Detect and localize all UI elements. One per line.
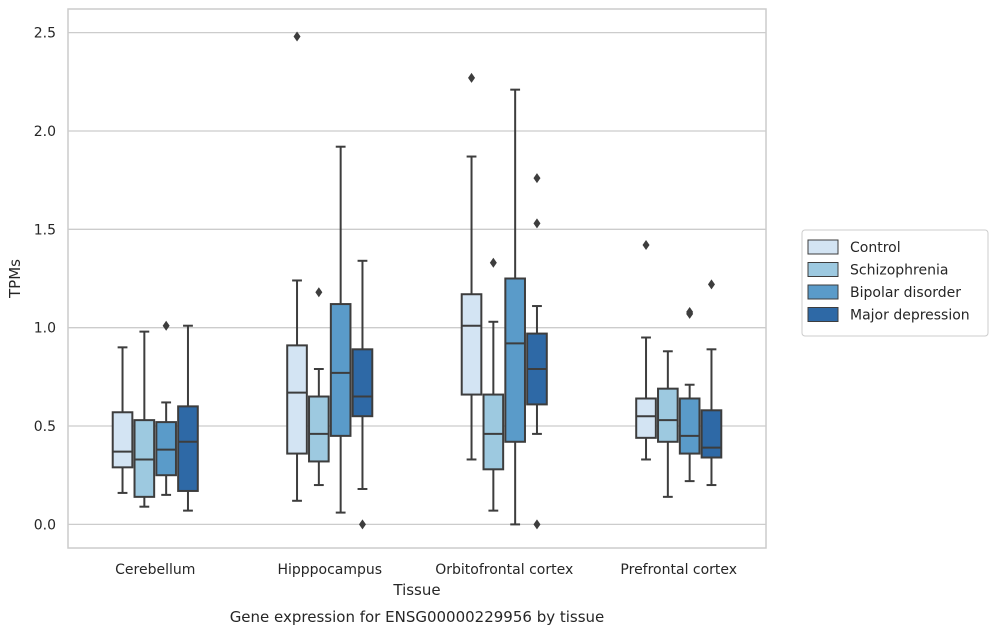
x-tick-label: Cerebellum bbox=[115, 562, 195, 578]
x-axis-label: Tissue bbox=[392, 581, 440, 599]
legend-label: Bipolar disorder bbox=[850, 285, 961, 301]
iqr-box bbox=[111, 411, 134, 469]
y-tick-label: 1.5 bbox=[34, 222, 56, 238]
y-tick-label: 0.5 bbox=[34, 419, 56, 435]
outlier-point bbox=[293, 31, 301, 42]
legend-frame bbox=[801, 229, 989, 337]
outlier-point bbox=[707, 279, 715, 290]
legend-swatch bbox=[807, 239, 839, 255]
outlier-point bbox=[533, 218, 541, 229]
legend-item: Control bbox=[807, 239, 901, 256]
iqr-box bbox=[657, 387, 679, 443]
legend-swatch bbox=[807, 307, 839, 322]
iqr-box bbox=[482, 393, 505, 471]
legend-label: Schizophrenia bbox=[850, 263, 948, 279]
outlier-point bbox=[533, 519, 541, 530]
box-group bbox=[133, 330, 156, 508]
box-group bbox=[155, 320, 177, 496]
legend-item: Schizophrenia bbox=[807, 262, 948, 279]
outlier-point bbox=[315, 287, 323, 298]
iqr-box bbox=[286, 344, 308, 455]
outlier-point bbox=[162, 320, 170, 331]
box-group bbox=[700, 279, 723, 487]
box-group bbox=[460, 72, 483, 461]
box-group bbox=[678, 306, 701, 483]
legend-label: Control bbox=[850, 240, 901, 256]
outlier-point bbox=[686, 306, 694, 317]
box-group bbox=[657, 350, 679, 498]
box-group bbox=[504, 88, 526, 526]
y-tick-labels: 0.0 0.5 1.0 1.5 2.0 2.5 bbox=[34, 26, 56, 534]
iqr-box bbox=[177, 405, 199, 492]
iqr-box bbox=[329, 303, 352, 437]
box-layer bbox=[111, 31, 723, 530]
x-tick-label: Hipppocampus bbox=[277, 562, 382, 578]
x-tick-label: Prefrontal cortex bbox=[620, 562, 737, 578]
outlier-point bbox=[642, 240, 650, 251]
legend: Control Schizophrenia Bipolar disorder Majo… bbox=[801, 229, 989, 337]
box-group bbox=[635, 240, 657, 461]
y-axis-label: TPMs bbox=[6, 259, 24, 299]
plot-frame bbox=[67, 8, 767, 549]
outlier-point bbox=[468, 72, 476, 83]
iqr-box bbox=[700, 409, 723, 459]
box-group bbox=[482, 257, 505, 512]
iqr-box bbox=[460, 293, 483, 396]
iqr-box bbox=[351, 348, 374, 418]
y-tick-label: 2.0 bbox=[34, 124, 56, 140]
outlier-point bbox=[489, 257, 497, 268]
iqr-box bbox=[308, 395, 330, 463]
box-group bbox=[177, 324, 199, 512]
y-tick-label: 0.0 bbox=[34, 517, 56, 533]
box-group bbox=[329, 145, 352, 514]
x-tick-label: Orbitofrontal cortex bbox=[435, 562, 573, 578]
box-group bbox=[286, 31, 308, 502]
legend-item: Bipolar disorder bbox=[807, 284, 961, 301]
legend-swatch bbox=[807, 262, 839, 277]
box-group bbox=[351, 259, 374, 530]
box-group bbox=[308, 287, 330, 487]
y-tick-label: 2.5 bbox=[34, 26, 56, 42]
box-group bbox=[111, 346, 134, 494]
outlier-point bbox=[358, 519, 366, 530]
chart-caption: Gene expression for ENSG00000229956 by t… bbox=[230, 608, 605, 626]
outlier-point bbox=[533, 173, 541, 184]
legend-label: Major depression bbox=[850, 308, 970, 324]
legend-swatch bbox=[807, 284, 839, 300]
iqr-box bbox=[635, 397, 657, 439]
x-tick-labels: Cerebellum Hipppocampus Orbitofrontal cort… bbox=[115, 562, 737, 578]
iqr-box bbox=[504, 277, 526, 443]
y-tick-label: 1.0 bbox=[34, 321, 56, 337]
iqr-box bbox=[678, 397, 701, 455]
legend-item: Major depression bbox=[807, 307, 970, 324]
box-group bbox=[526, 173, 548, 530]
